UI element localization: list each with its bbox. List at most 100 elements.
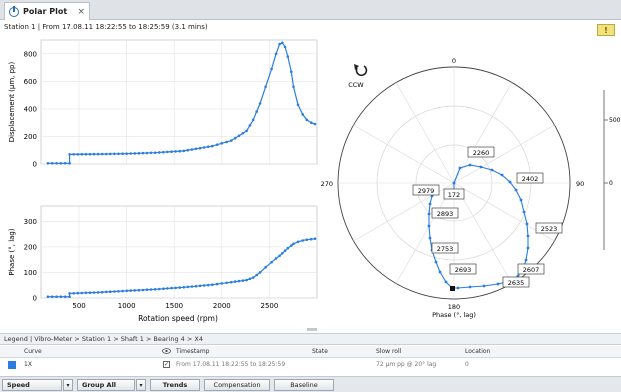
svg-text:2402: 2402: [522, 175, 539, 183]
displacement-point: [125, 152, 128, 155]
baseline-button[interactable]: Baseline: [274, 379, 334, 391]
phase-point: [241, 279, 245, 282]
phase-y-tick: 100: [24, 269, 37, 277]
phase-point: [305, 238, 309, 241]
phase-x-tick: 500: [72, 302, 85, 310]
displacement-point: [88, 152, 92, 156]
col-location[interactable]: Location: [465, 348, 491, 355]
displacement-series-points: [46, 41, 317, 165]
svg-text:2523: 2523: [541, 225, 558, 233]
phase-series-points: [46, 237, 317, 299]
phase-point: [206, 283, 210, 287]
displacement-point: [186, 148, 190, 152]
group-dropdown-arrow[interactable]: ▾: [136, 379, 146, 391]
col-state[interactable]: State: [312, 348, 328, 355]
svg-text:2693: 2693: [455, 266, 472, 274]
polar-label-2693: 2693: [449, 263, 477, 275]
visibility-checkbox[interactable]: ✓: [163, 361, 170, 368]
displacement-point: [290, 70, 293, 73]
eye-icon[interactable]: [162, 348, 171, 356]
group-dropdown[interactable]: Group All: [77, 379, 135, 391]
phase-x-tick: 1500: [165, 302, 183, 310]
displacement-point: [278, 42, 281, 46]
displacement-point: [46, 162, 50, 165]
polar-label-2402: 2402: [516, 172, 544, 184]
displacement-point: [129, 152, 132, 155]
phase-plot-frame: [40, 205, 318, 299]
displacement-plot-frame: [40, 39, 318, 165]
displacement-point: [145, 151, 149, 155]
displacement-point: [121, 152, 124, 155]
phase-point: [137, 288, 141, 292]
phase-point: [258, 271, 262, 274]
phase-point: [133, 289, 137, 292]
phase-point: [194, 284, 198, 288]
displacement-point: [55, 162, 58, 165]
speed-dropdown-arrow[interactable]: ▾: [63, 379, 73, 391]
displacement-chart: 0 200 400 600 800 Displacement (µm, pp): [8, 39, 318, 169]
legend-table-header: Curve Timestamp State Slow roll Location: [0, 346, 621, 358]
phase-y-ticks: 0 100 200 300: [24, 218, 37, 303]
plots-area: 0 200 400 600 800 Displacement (µm, pp) 0 100…: [8, 39, 621, 331]
polar-point: [468, 163, 472, 167]
displacement-point: [202, 146, 206, 149]
polar-point: [526, 234, 530, 238]
polar-spoke: [395, 82, 455, 184]
warning-button[interactable]: !: [597, 24, 615, 36]
slow-roll-marker: [450, 286, 455, 291]
displacement-y-tick: 600: [24, 78, 37, 86]
phase-point: [153, 288, 157, 291]
ccw-label: CCW: [348, 81, 364, 89]
polar-phase-label: Phase (°, lag): [432, 311, 476, 319]
displacement-point: [237, 134, 241, 138]
displacement-point: [59, 162, 63, 165]
compensation-button[interactable]: Compensation: [204, 379, 270, 391]
displacement-point: [274, 52, 278, 56]
phase-point: [283, 249, 287, 252]
phase-point: [286, 246, 290, 250]
displacement-point: [100, 152, 104, 156]
phase-point: [198, 284, 202, 288]
displacement-point: [170, 150, 173, 153]
displacement-grid: [41, 40, 317, 165]
table-row[interactable]: 1X ✓ From 17.08.11 18:22:55 to 18:25:59 …: [0, 359, 621, 371]
svg-text:2260: 2260: [473, 149, 490, 157]
phase-point: [50, 295, 54, 299]
phase-point: [301, 239, 305, 242]
tab-polar-plot[interactable]: Polar Plot ×: [4, 2, 90, 20]
displacement-point: [194, 147, 198, 151]
phase-point: [68, 292, 71, 295]
displacement-point: [96, 152, 100, 156]
svg-text:2979: 2979: [418, 187, 435, 195]
displacement-point: [283, 45, 287, 49]
phase-point: [84, 291, 88, 295]
col-slow-roll[interactable]: Slow roll: [376, 348, 402, 355]
cell-slow-roll: 72 µm pp @ 20° lag: [376, 361, 437, 368]
polar-plot-icon: [9, 5, 19, 17]
phase-y-tick: 0: [33, 295, 37, 303]
splitter-grip[interactable]: [307, 328, 317, 331]
col-timestamp[interactable]: Timestamp: [176, 348, 210, 355]
displacement-point: [248, 124, 252, 127]
polar-spoke: [395, 182, 455, 284]
polar-point: [452, 181, 456, 185]
displacement-point: [76, 153, 80, 156]
displacement-point: [233, 136, 237, 140]
phase-point: [255, 273, 258, 277]
phase-point: [88, 291, 92, 295]
legend-breadcrumb: Legend | Vibro-Meter > Station 1 > Shaft…: [0, 333, 621, 345]
phase-grid: [41, 206, 317, 299]
polar-label-2979: 2979: [412, 184, 440, 196]
trends-button[interactable]: Trends: [150, 379, 200, 391]
angle-0: 0: [452, 57, 456, 65]
phase-point: [215, 282, 219, 286]
station-info: Station 1 | From 17.08.11 18:22:55 to 18…: [4, 23, 208, 31]
col-curve[interactable]: Curve: [24, 348, 42, 355]
displacement-point: [137, 152, 141, 155]
displacement-point: [153, 151, 157, 154]
displacement-point: [225, 140, 228, 144]
polar-point: [428, 202, 432, 206]
close-icon[interactable]: ×: [77, 6, 85, 17]
tab-bar: Polar Plot ×: [0, 0, 621, 20]
speed-dropdown[interactable]: Speed: [2, 379, 62, 391]
